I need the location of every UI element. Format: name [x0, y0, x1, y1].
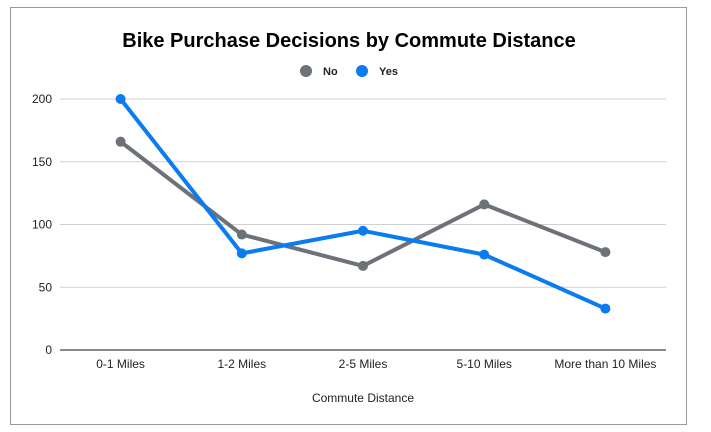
data-point	[236, 229, 247, 240]
legend-marker	[300, 65, 312, 77]
x-tick-labels: 0-1 Miles 1-2 Miles 2-5 Miles 5-10 Miles Mor…	[96, 357, 656, 371]
data-point	[236, 248, 247, 259]
data-point	[479, 249, 490, 260]
legend-label: Yes	[379, 66, 398, 78]
data-point	[600, 247, 611, 258]
data-point	[479, 199, 490, 210]
x-tick-label: 2-5 Miles	[339, 357, 388, 371]
y-tick-label: 0	[45, 343, 52, 357]
series-layer	[115, 94, 611, 314]
x-tick-label: 0-1 Miles	[96, 357, 145, 371]
series-no	[115, 136, 611, 271]
data-point	[358, 225, 368, 236]
data-point	[600, 303, 611, 314]
series-yes	[115, 94, 611, 314]
y-tick-labels: 0 50 100 150 200	[32, 92, 52, 357]
x-tick-label: More than 10 Miles	[554, 357, 656, 371]
data-point	[115, 94, 126, 104]
y-tick-label: 100	[32, 218, 52, 232]
legend-label: No	[323, 66, 338, 78]
y-tick-label: 200	[32, 92, 52, 106]
y-tick-label: 50	[39, 280, 53, 294]
x-tick-label: 5-10 Miles	[457, 357, 512, 371]
gridlines	[60, 98, 666, 351]
data-point	[115, 136, 126, 147]
legend: No Yes	[300, 65, 398, 78]
chart-frame	[10, 7, 687, 425]
series-line	[118, 139, 608, 268]
data-point	[358, 260, 368, 271]
x-axis-label: Commute Distance	[312, 391, 414, 405]
chart-title: Bike Purchase Decisions by Commute Dista…	[122, 30, 576, 52]
series-line	[118, 97, 608, 311]
x-tick-label: 1-2 Miles	[217, 357, 266, 371]
legend-marker	[356, 65, 368, 77]
y-tick-label: 150	[32, 155, 52, 169]
